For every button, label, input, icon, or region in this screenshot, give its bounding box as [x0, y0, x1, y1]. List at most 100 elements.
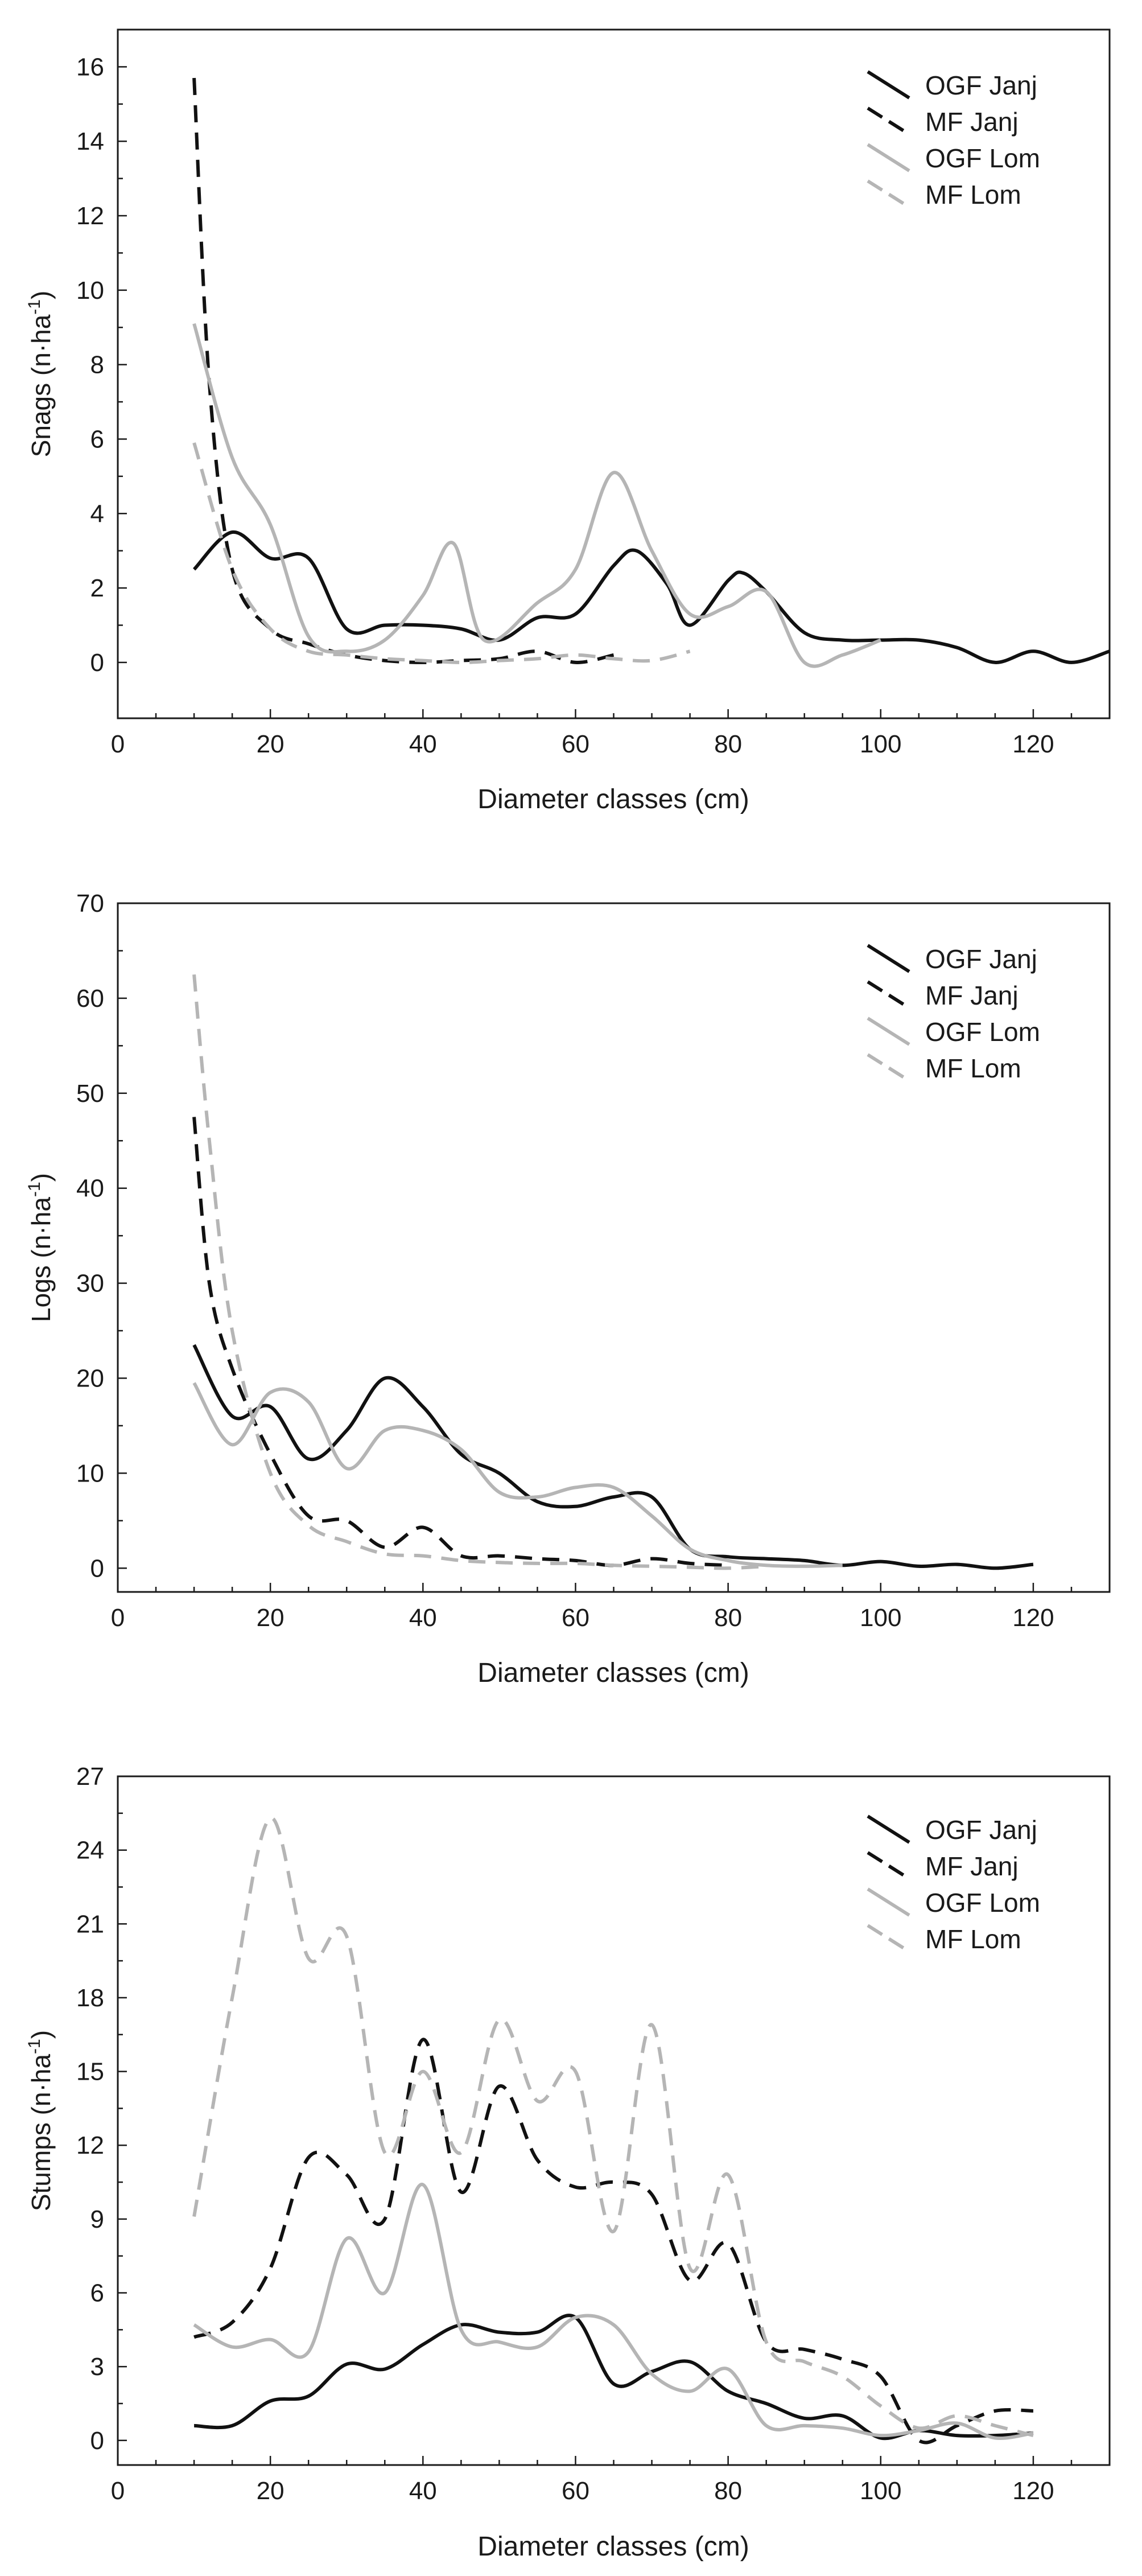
- logs-x-tick-label: 80: [714, 1604, 742, 1632]
- snags-chart: 0 20 40 60 80 100 120 0 2 4 6 8 10 12 14 16 Snags (n·ha…: [25, 28, 1111, 814]
- snags-x-axis-label: Diameter classes (cm): [477, 784, 749, 814]
- stumps-legend: OGF Janj MF Janj OGF Lom MF Lom: [867, 1814, 1040, 1954]
- stumps-y-tick-label: 15: [76, 2058, 104, 2086]
- logs-x-tick-label: 20: [257, 1604, 285, 1632]
- snags-series-mf-lom: [192, 442, 691, 664]
- stumps-legend-label: OGF Janj: [925, 1815, 1037, 1845]
- stumps-x-axis-label: Diameter classes (cm): [477, 2532, 749, 2562]
- snags-x-tick-label: 40: [409, 730, 437, 758]
- snags-x-tick-label: 60: [562, 730, 589, 758]
- stumps-legend-swatch: [867, 1887, 910, 1917]
- logs-x-axis-label: Diameter classes (cm): [477, 1658, 749, 1688]
- logs-series-mf-lom: [192, 974, 766, 1570]
- snags-y-tick-label: 4: [90, 500, 104, 528]
- logs-y-axis-label: Logs (n·ha-1): [25, 1173, 56, 1322]
- logs-y-tick-label: 70: [76, 890, 104, 917]
- logs-chart: 0 20 40 60 80 100 120 0 10 20 30 40 50 60 70 Logs (n·h…: [25, 890, 1111, 1688]
- stumps-y-tick-label: 18: [76, 1984, 104, 2012]
- logs-series-ogf-janj: [192, 1344, 1034, 1570]
- logs-legend-item: OGF Janj: [867, 944, 1037, 974]
- snags-legend-label: MF Janj: [925, 107, 1019, 137]
- snags-y-tick-label: 6: [90, 425, 104, 453]
- stumps-series-ogf-janj: [193, 2314, 1034, 2441]
- stumps-legend-swatch: [867, 1851, 910, 1880]
- stumps-legend-swatch: [867, 1924, 910, 1953]
- snags-y-tick-label: 2: [90, 574, 104, 602]
- logs-y-tick-label: 20: [76, 1364, 104, 1392]
- snags-x-tick-label: 100: [860, 730, 901, 758]
- snags-x-tick-label: 0: [111, 730, 125, 758]
- stumps-x-tick-label: 80: [714, 2477, 742, 2505]
- stumps-series-ogf-lom: [193, 2183, 1034, 2440]
- snags-legend-item: OGF Janj: [867, 70, 1037, 100]
- stumps-x-tick-label: 100: [860, 2477, 901, 2505]
- snags-y-tick-label: 0: [90, 649, 104, 677]
- snags-legend: OGF Janj MF Janj OGF Lom MF Lom: [867, 70, 1040, 209]
- logs-x-tick-label: 120: [1012, 1604, 1054, 1632]
- stumps-y-tick-label: 3: [90, 2353, 104, 2381]
- logs-legend-label: MF Janj: [925, 981, 1019, 1010]
- stumps-y-tick-label: 9: [90, 2205, 104, 2233]
- logs-y-tick-label: 40: [76, 1175, 104, 1203]
- logs-x-tick-label: 0: [111, 1604, 125, 1632]
- logs-x-tick-label: 60: [562, 1604, 589, 1632]
- stumps-y-tick-label: 6: [90, 2279, 104, 2307]
- logs-y-tick-label: 50: [76, 1080, 104, 1108]
- snags-plot-frame: [117, 28, 1111, 719]
- snags-legend-label: OGF Lom: [925, 143, 1040, 173]
- stumps-legend-label: OGF Lom: [925, 1888, 1040, 1917]
- logs-legend-swatch: [867, 1053, 910, 1083]
- stumps-legend-item: MF Lom: [867, 1924, 1021, 1954]
- snags-legend-swatch: [867, 106, 910, 136]
- logs-series-mf-janj: [192, 1117, 728, 1567]
- logs-y-tick-label: 10: [76, 1459, 104, 1487]
- logs-plot-frame: [117, 902, 1111, 1593]
- snags-legend-label: MF Lom: [925, 180, 1021, 209]
- logs-y-tick-label: 0: [90, 1554, 104, 1582]
- stumps-y-tick-label: 12: [76, 2131, 104, 2159]
- snags-ticks: 0 20 40 60 80 100 120 0 2 4 6 8 10 12 14 16: [76, 53, 1111, 758]
- logs-y-tick-label: 30: [76, 1270, 104, 1298]
- logs-legend-swatch: [867, 1017, 910, 1046]
- snags-series-ogf-lom: [192, 323, 881, 668]
- snags-y-tick-label: 12: [76, 202, 104, 230]
- snags-x-tick-label: 20: [257, 730, 285, 758]
- stumps-series-mf-janj: [193, 2038, 1033, 2445]
- logs-legend: OGF Janj MF Janj OGF Lom MF Lom: [867, 944, 1040, 1083]
- logs-x-tick-label: 100: [860, 1604, 901, 1632]
- snags-series: [192, 77, 1110, 668]
- snags-legend-swatch: [867, 70, 910, 100]
- snags-legend-label: OGF Janj: [925, 71, 1037, 100]
- stumps-x-tick-label: 120: [1012, 2477, 1054, 2505]
- stumps-y-tick-label: 21: [76, 1910, 104, 1938]
- snags-legend-item: MF Janj: [867, 106, 1019, 137]
- stumps-plot-frame: [117, 1775, 1111, 2466]
- logs-series: [192, 974, 1034, 1570]
- snags-y-tick-label: 10: [76, 277, 104, 304]
- logs-series-ogf-lom: [192, 1382, 843, 1568]
- logs-y-tick-label: 60: [76, 985, 104, 1013]
- snags-x-tick-label: 120: [1012, 730, 1054, 758]
- logs-legend-label: OGF Lom: [925, 1017, 1040, 1047]
- stumps-legend-label: MF Janj: [925, 1851, 1019, 1881]
- snags-legend-item: OGF Lom: [867, 143, 1040, 173]
- logs-legend-item: MF Janj: [867, 980, 1019, 1010]
- stumps-y-tick-label: 27: [76, 1763, 104, 1791]
- stumps-y-tick-label: 0: [90, 2427, 104, 2455]
- stumps-y-axis-label: Stumps (n·ha-1): [25, 2030, 56, 2211]
- logs-legend-label: MF Lom: [925, 1054, 1021, 1083]
- snags-legend-item: MF Lom: [867, 179, 1021, 209]
- stumps-x-tick-label: 40: [409, 2477, 437, 2505]
- stumps-y-tick-label: 24: [76, 1837, 104, 1865]
- logs-legend-item: OGF Lom: [867, 1017, 1040, 1047]
- snags-series-ogf-janj: [192, 530, 1110, 664]
- snags-y-axis-label: Snags (n·ha-1): [25, 291, 56, 458]
- stumps-x-tick-label: 0: [111, 2477, 125, 2505]
- snags-legend-swatch: [867, 143, 910, 172]
- snags-y-tick-label: 16: [76, 53, 104, 81]
- stumps-legend-item: MF Janj: [867, 1851, 1019, 1881]
- stumps-legend-label: MF Lom: [925, 1924, 1021, 1954]
- logs-legend-item: MF Lom: [867, 1053, 1021, 1083]
